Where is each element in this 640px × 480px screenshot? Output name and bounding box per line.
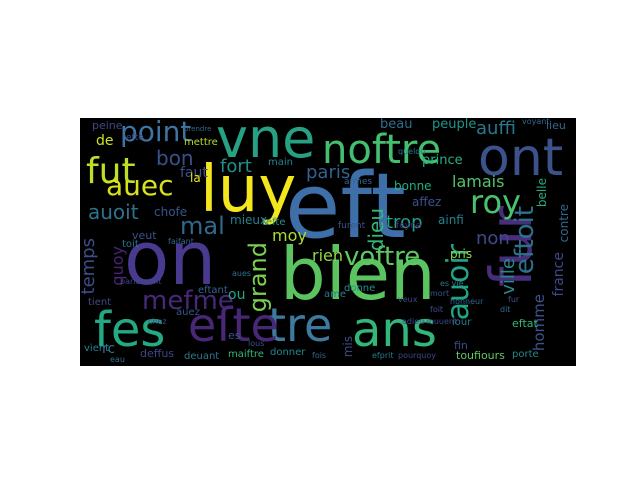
word-fois: fois [312,351,327,360]
word-fes: fes [94,302,166,358]
word-noftre: noftre [322,127,442,173]
word-ainfi: ainfi [438,213,464,227]
word-dieu: dieu [364,208,388,252]
word-porte: porte [512,349,539,360]
word-mettre: mettre [184,137,218,148]
word-lous: lous [248,339,265,348]
word-iour: iour [452,317,472,328]
word-de: de [96,133,114,149]
word-point: point [120,118,192,148]
word-honneur: honneur [450,297,484,306]
word-tient: tient [88,297,112,308]
word-vient: vient [84,343,110,354]
word-eft: eft [285,154,406,259]
word-auoit: auoit [88,200,139,224]
word-veut: veut [132,229,157,242]
word-cloud: eft on bien luy vne ont fur ans tre fes … [80,118,576,366]
word-toufiours: toufiours [456,349,505,362]
word-feyne: feyne [396,221,422,231]
word-ans: ans [352,302,437,358]
word-eau: eau [110,355,125,364]
word-bonne: bonne [394,179,432,193]
word-france: france [551,252,567,297]
word-auffi: auffi [476,118,516,139]
word-faifant: faifant [168,237,194,246]
word-fin: fin [454,339,468,352]
word-mal: mal [180,212,225,240]
word-furent: furent [338,221,366,231]
word-temps: temps [80,238,99,295]
word-efte-small: eſte [126,133,144,143]
word-mort: mort [430,289,450,298]
word-luy: luy [200,153,297,227]
word-mefme: mefme [142,286,234,316]
word-ou: ou [228,287,246,303]
word-main: main [268,157,293,168]
word-mieux: mieux [230,213,268,227]
word-peine: peine [92,119,123,132]
word-parlement: parlement [120,277,162,286]
word-adieu: adieu louuent [402,317,458,326]
word-prince: prince [422,153,463,168]
word-donner: donner [270,347,306,358]
word-auec: auec [106,169,174,202]
word-chez: chez [148,317,167,326]
word-peuple: peuple [432,118,477,132]
word-aues: aues [232,269,252,278]
word-trop: trop [386,212,423,233]
word-fur-small: fur [508,295,520,304]
word-on: on [124,216,217,302]
word-maiftre: maiftre [228,349,264,360]
word-ame: ame [324,289,347,300]
word-tre: tre [268,298,333,352]
word-vie: es vie [440,279,464,288]
word-bien: bien [280,232,436,316]
word-moy: moy [272,226,307,245]
word-fut: fut [86,151,136,192]
word-veux: veux [398,295,418,304]
word-chofe: chofe [154,205,188,219]
word-mis: mis [341,336,355,358]
word-auez: auez [176,307,200,318]
word-affez: affez [412,195,442,209]
word-lieu: lieu [546,119,566,132]
word-voyant: voyant [522,118,550,126]
word-ont: ont [478,128,564,188]
word-la: la [190,171,201,185]
word-vne: vne [216,118,316,170]
word-donne: donne [344,283,376,294]
word-efprit: efprit [372,351,394,360]
word-voftre: voftre [344,242,421,272]
word-bon: bon [156,146,194,170]
word-eftant: eftant [198,285,228,296]
word-belle: belle [535,178,549,208]
word-pourquoy: pourquoy [398,351,436,360]
word-ville: ville [498,258,519,295]
word-eftat: eftat [512,317,538,330]
word-contre: contre [557,204,571,243]
word-armes: armes [344,177,373,187]
word-pris: pris [450,247,473,261]
word-non: non [476,228,510,249]
word-faut: faut [180,165,208,181]
word-fort: fort [220,156,252,177]
word-foit: foit [430,305,444,314]
word-prendre: prendre [184,125,212,133]
word-paris: paris [306,162,351,183]
word-rc: rc [102,341,116,357]
word-beau: beau [380,118,413,132]
word-deuant: deuant [184,351,220,362]
word-deffus: deffus [140,347,175,360]
word-tefte: tefte [262,217,286,228]
word-toit: toit [122,239,139,250]
word-quelque: quelqu [398,147,426,156]
word-dit: dit [500,305,511,314]
word-rien: rien [312,246,344,265]
word-roy: roy [470,183,521,221]
word-es: es [228,329,241,342]
word-lamais: lamais [452,172,505,191]
word-efte: eſte [188,298,279,352]
